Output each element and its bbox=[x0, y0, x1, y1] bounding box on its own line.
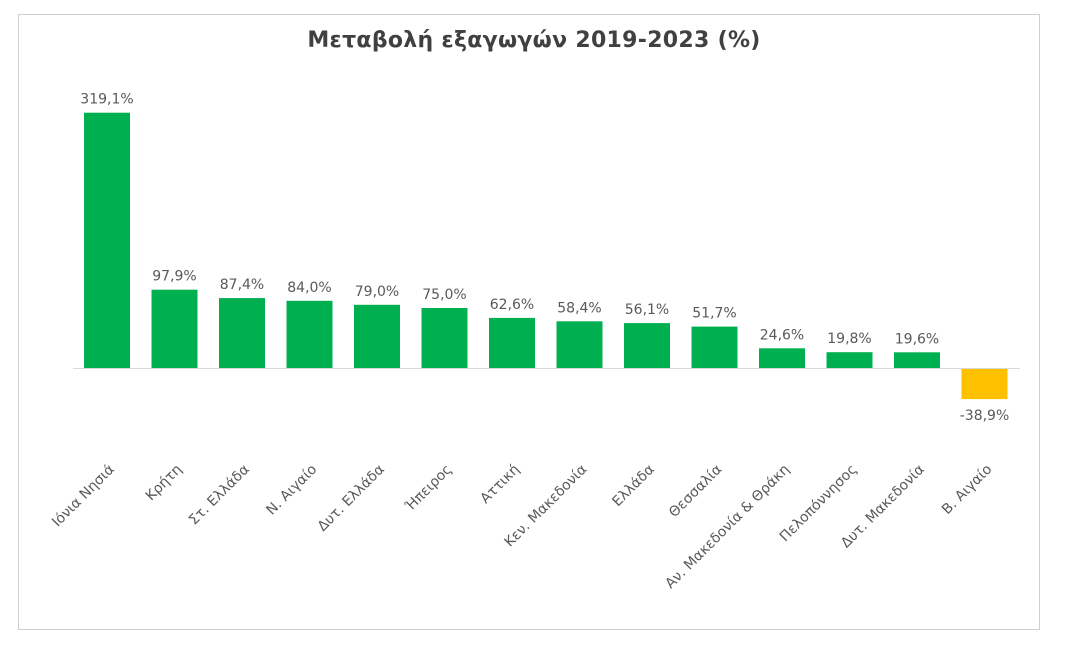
bar-value-label: 51,7% bbox=[692, 306, 736, 322]
bar-value-label: 58,4% bbox=[557, 300, 601, 316]
bar bbox=[421, 308, 468, 368]
bar bbox=[759, 348, 805, 368]
category-label: Ιόνια Νησιά bbox=[49, 462, 118, 531]
bar bbox=[286, 300, 333, 368]
category-label: Β. Αιγαίο bbox=[939, 462, 995, 518]
bar-value-label: 19,8% bbox=[827, 331, 871, 347]
bar-value-label: -38,9% bbox=[960, 408, 1010, 424]
bar-value-label: 319,1% bbox=[80, 92, 133, 108]
bar bbox=[826, 352, 873, 368]
category-labels-layer: Ιόνια Νησιά Κρήτη Στ. Ελλάδα Ν. ΑιγαίοΔυτ. … bbox=[49, 462, 995, 592]
bar-value-label: 87,4% bbox=[220, 277, 264, 293]
bars-layer bbox=[84, 112, 1008, 400]
bar bbox=[556, 321, 603, 368]
bar bbox=[151, 289, 198, 368]
bar-value-label: 97,9% bbox=[152, 269, 196, 285]
bar-value-label: 19,6% bbox=[895, 331, 939, 347]
bar bbox=[489, 317, 535, 368]
bar-value-label: 75,0% bbox=[422, 287, 466, 303]
category-label: Κρήτη bbox=[143, 462, 186, 505]
chart-title: Μεταβολή εξαγωγών 2019-2023 (%) bbox=[307, 28, 761, 53]
category-label: Αττική bbox=[477, 462, 522, 507]
bar bbox=[691, 326, 738, 368]
bar-value-label: 56,1% bbox=[625, 302, 669, 318]
bar bbox=[354, 304, 400, 368]
value-labels-layer: 319,1% 97,9% 87,4% 84,0% 79,0% 75,0% 62,6% 58,4… bbox=[80, 92, 1009, 424]
bar bbox=[219, 298, 265, 368]
bar-value-label: 24,6% bbox=[760, 327, 804, 343]
category-label: Δυτ. Ελλάδα bbox=[315, 462, 388, 535]
bar bbox=[961, 368, 1008, 400]
category-label: Στ. Ελλάδα bbox=[186, 462, 253, 529]
bar bbox=[624, 323, 670, 368]
category-label: Ν. Αιγαίο bbox=[263, 462, 320, 519]
bar-value-label: 62,6% bbox=[490, 297, 534, 313]
category-label: Αν. Μακεδονία & Θράκη bbox=[662, 462, 792, 592]
category-label: Ελλάδα bbox=[609, 462, 657, 510]
bar bbox=[894, 352, 940, 368]
bar-value-label: 79,0% bbox=[355, 284, 399, 300]
bar-value-label: 84,0% bbox=[287, 280, 331, 296]
bar bbox=[84, 112, 130, 368]
category-label: Ήπειρος bbox=[402, 462, 455, 515]
category-label: Θεσσαλία bbox=[666, 462, 725, 521]
